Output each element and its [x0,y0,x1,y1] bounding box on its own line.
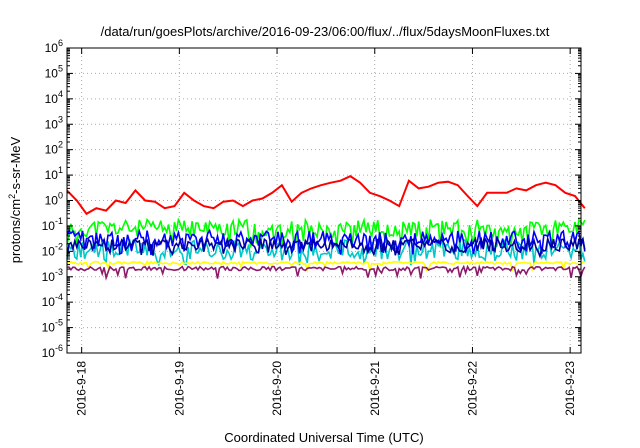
y-axis: 106 105 104 103 102 101 100 10-1 10-2 10-3 10-4 10-… [42,38,581,360]
y-tick-label: 10-4 [42,292,63,309]
y-tick-label: 102 [45,140,63,157]
x-tick-label: 2016-9-20 [270,361,284,416]
series-line-7 [66,264,586,281]
series-line-1 [66,175,586,216]
y-axis-label: protons/cm2-s-sr-MeV [7,136,23,263]
y-tick-label: 10-1 [42,216,63,233]
y-tick-label: 105 [45,63,63,80]
y-tick-label: 103 [45,114,63,131]
x-tick-label: 2016-9-18 [75,361,89,416]
y-tick-label: 10-3 [42,267,63,284]
chart-title: /data/run/goesPlots/archive/2016-09-23/0… [101,24,550,39]
x-axis: 2016-9-18 2016-9-19 2016-9-20 2016-9-21 2016… [75,48,577,416]
y-tick-label: 10-6 [42,343,63,360]
x-tick-label: 2016-9-22 [465,361,479,416]
y-tick-label: 10-2 [42,241,63,258]
y-tick-label: 101 [45,165,63,182]
series-line-5 [66,235,586,259]
y-tick-label: 106 [45,38,63,55]
x-tick-label: 2016-9-23 [563,361,577,416]
y-tick-label: 10-5 [42,318,63,335]
series-group [66,175,586,281]
x-tick-label: 2016-9-21 [368,361,382,416]
y-tick-label: 100 [45,191,63,208]
x-axis-label: Coordinated Universal Time (UTC) [224,430,423,445]
x-tick-label: 2016-9-19 [172,361,186,416]
y-tick-label: 104 [45,89,63,106]
series-line-6 [66,260,585,274]
